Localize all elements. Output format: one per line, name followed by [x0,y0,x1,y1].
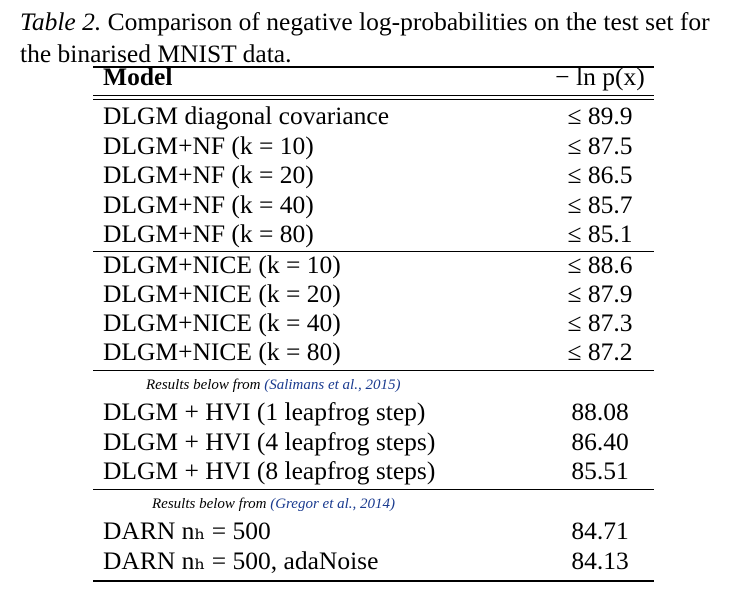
source-note: Results below from (Salimans et al., 201… [146,375,400,395]
table-row: DLGM+NF (k = 20) ≤ 86.5 [103,160,651,190]
metric-column-header: − ln p(x) [555,62,645,91]
table-row: DLGM+NF (k = 10) ≤ 87.5 [103,131,651,161]
note-prefix: Results below from [146,377,261,393]
value-cell: 85.51 [571,456,629,485]
model-cell: DARN nₕ = 500 [103,516,271,545]
table-row: DARN nₕ = 500 84.71 [103,516,651,546]
model-cell: DLGM + HVI (8 leapfrog steps) [103,456,436,485]
group-rule [93,489,654,490]
table-row: DLGM+NICE (k = 40) ≤ 87.3 [103,308,651,338]
value-cell: ≤ 85.1 [567,219,633,248]
value-cell: 84.13 [571,546,629,575]
header-row: Model − ln p(x) [103,62,651,92]
table-row: DLGM+NICE (k = 80) ≤ 87.2 [103,337,651,367]
model-cell: DLGM+NF (k = 10) [103,131,314,160]
model-cell: DLGM diagonal covariance [103,101,390,130]
model-cell: DLGM+NICE (k = 80) [103,337,341,366]
header-rule-lower [93,99,654,100]
model-cell: DLGM + HVI (1 leapfrog step) [103,397,426,426]
value-cell: ≤ 87.5 [567,131,633,160]
table-row: DLGM+NICE (k = 20) ≤ 87.9 [103,279,651,309]
value-cell: ≤ 88.6 [567,250,633,279]
model-cell: DLGM+NICE (k = 40) [103,308,341,337]
value-cell: ≤ 87.2 [567,337,633,366]
model-cell: DLGM+NICE (k = 10) [103,250,341,279]
note-prefix: Results below from [152,496,267,512]
value-cell: ≤ 85.7 [567,190,633,219]
model-cell: DLGM+NICE (k = 20) [103,279,341,308]
caption-label: Table 2. [20,7,102,36]
value-cell: 88.08 [571,397,629,426]
model-cell: DLGM+NF (k = 80) [103,219,314,248]
source-note: Results below from (Gregor et al., 2014) [152,494,395,514]
table-row: DLGM+NF (k = 40) ≤ 85.7 [103,190,651,220]
table-row: DLGM + HVI (1 leapfrog step) 88.08 [103,397,651,427]
table-row: DLGM + HVI (8 leapfrog steps) 85.51 [103,456,651,486]
caption-text: Comparison of negative log-probabilities… [20,7,710,68]
top-rule [93,66,654,68]
table-row: DLGM+NF (k = 80) ≤ 85.1 [103,219,651,249]
table-row: DLGM diagonal covariance ≤ 89.9 [103,101,651,131]
value-cell: 84.71 [571,516,629,545]
value-cell: 86.40 [571,427,629,456]
table-caption: Table 2. Comparison of negative log-prob… [20,6,730,70]
group-rule [93,251,654,252]
model-cell: DLGM+NF (k = 20) [103,160,314,189]
bottom-rule [93,580,654,582]
table-row: DARN nₕ = 500, adaNoise 84.13 [103,546,651,576]
model-cell: DARN nₕ = 500, adaNoise [103,546,379,575]
header-rule-upper [93,95,654,96]
value-cell: ≤ 87.3 [567,308,633,337]
group-rule [93,370,654,371]
citation-link[interactable]: (Salimans et al., 2015) [264,377,401,393]
model-cell: DLGM + HVI (4 leapfrog steps) [103,427,436,456]
model-column-header: Model [103,62,173,91]
citation-link[interactable]: (Gregor et al., 2014) [270,496,396,512]
table-row: DLGM + HVI (4 leapfrog steps) 86.40 [103,427,651,457]
value-cell: ≤ 86.5 [567,160,633,189]
model-cell: DLGM+NF (k = 40) [103,190,314,219]
value-cell: ≤ 89.9 [567,101,633,130]
table-row: DLGM+NICE (k = 10) ≤ 88.6 [103,250,651,280]
value-cell: ≤ 87.9 [567,279,633,308]
